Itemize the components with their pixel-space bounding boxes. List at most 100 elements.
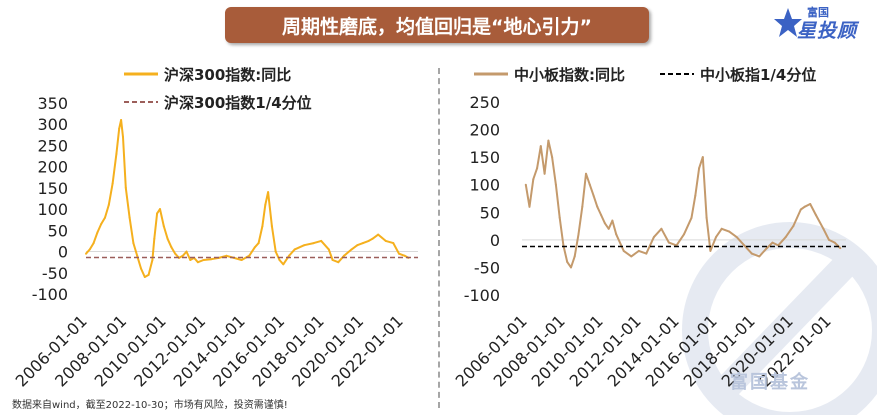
y-tick-label: 150 [469,148,500,167]
data-point [240,259,243,261]
data-point [189,259,192,261]
data-point [809,203,812,205]
data-point [615,233,618,236]
data-point [371,237,374,240]
data-point [784,236,787,239]
series-yoy-line [85,119,409,278]
page-title: 周期性磨底，均值回归是“地心引力” [225,7,649,43]
brand-top-text: 富国 [807,6,829,19]
data-point [170,246,173,249]
chart-divider [438,68,440,408]
data-point [667,241,670,244]
brand-logo: 富国 星投顾 [773,4,865,42]
data-point [303,244,306,247]
data-point [694,194,697,197]
y-tick-label: -50 [474,258,500,277]
data-point [151,259,154,261]
data-point [743,244,746,247]
data-point [660,227,663,230]
data-point [147,273,150,276]
data-point [85,252,87,255]
data-point [558,216,561,219]
data-point [607,227,610,230]
data-point [758,255,761,258]
data-point [288,254,290,257]
data-point [611,219,614,222]
data-point [257,242,260,245]
data-point [100,223,103,225]
data-point [566,260,569,263]
data-point [570,266,572,269]
data-point [622,249,625,252]
data-point [248,254,251,257]
data-point [115,152,118,155]
data-point [143,276,146,278]
y-tick-label: 150 [37,179,68,198]
y-tick-label: 350 [37,94,68,113]
data-point [592,194,595,197]
data-point [792,225,795,228]
data-point [343,254,345,257]
brand-main-text: 星投顾 [797,20,858,42]
data-point [637,249,640,252]
data-point [551,156,554,159]
data-point [132,242,135,245]
data-point [261,225,264,228]
y-tick-label: -100 [32,285,68,304]
data-point [210,258,213,261]
data-point [645,252,648,255]
data-point [709,249,712,252]
data-point [196,261,199,264]
series-yoy-line [524,139,842,269]
data-point [293,248,296,251]
data-point [174,252,177,255]
y-tick-label: 50 [48,221,68,240]
data-point [698,167,701,170]
y-tick-label: 250 [469,93,500,112]
y-tick-label: -100 [464,286,500,305]
data-point [140,267,142,270]
data-point [735,236,738,239]
footnote: 数据来自wind，截至2022-10-30；市场有风险，投资需谨慎! [12,400,288,411]
y-tick-label: 100 [37,200,68,219]
data-point [701,156,704,159]
data-point [814,214,817,216]
data-point [705,216,708,219]
data-point [202,259,205,261]
y-tick-label: 0 [58,243,68,262]
data-point [159,208,161,211]
data-point [124,186,127,189]
data-point [253,246,256,249]
data-point [581,205,584,208]
data-point [356,244,359,247]
data-point [128,216,131,219]
data-point [577,233,580,236]
y-tick-label: 200 [469,121,500,140]
data-point [153,237,156,240]
star-icon [774,8,802,37]
data-point [554,183,557,186]
data-point [120,119,123,121]
data-point [728,230,731,233]
data-point [585,172,587,175]
data-point [532,178,535,181]
chart-sme-board: 250200150100500-50-1002006-01-012008-01-… [452,66,846,391]
data-point [274,250,277,253]
data-point [539,145,542,148]
y-tick-label: 300 [37,115,68,134]
data-point [715,236,717,239]
data-point [683,233,685,236]
data-point [185,250,188,253]
data-point [833,241,836,244]
data-point [278,259,281,261]
data-point [104,216,106,219]
data-point [547,139,550,142]
data-point [362,242,364,245]
data-point [750,252,753,255]
data-point [573,255,576,258]
data-point [403,254,406,257]
y-tick-label: 250 [37,136,68,155]
data-point [524,183,527,186]
y-tick-label: -50 [42,264,68,283]
